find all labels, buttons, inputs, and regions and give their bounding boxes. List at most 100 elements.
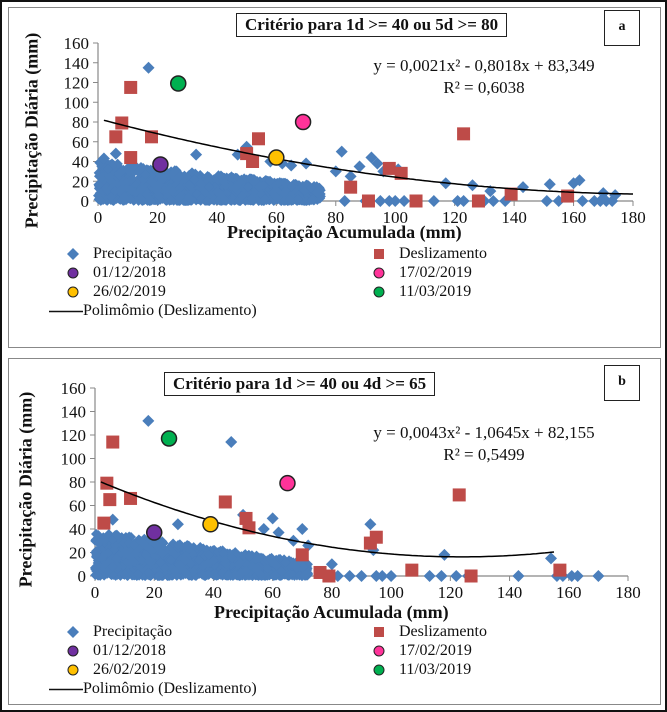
data-point-precipitacao	[280, 177, 291, 188]
data-point-precipitacao	[355, 570, 368, 582]
data-point-precipitacao	[167, 547, 178, 558]
data-point-precipitacao	[269, 570, 280, 581]
y-tick-label: 60	[69, 497, 86, 516]
data-point-precipitacao	[573, 174, 586, 187]
square-marker-icon	[374, 249, 384, 259]
circle-marker-icon	[373, 664, 385, 676]
data-point-precipitacao	[343, 570, 356, 582]
data-point-precipitacao	[220, 554, 231, 565]
data-point-26-02-2019	[268, 149, 285, 166]
trendline-polinomio	[100, 481, 555, 558]
data-point-precipitacao	[111, 553, 122, 564]
data-point-precipitacao	[325, 558, 338, 571]
data-point-precipitacao	[294, 570, 305, 581]
data-point-precipitacao	[203, 175, 214, 186]
data-point-01-12-2018	[152, 156, 169, 173]
y-tick-label: 140	[61, 403, 87, 422]
data-point-precipitacao	[130, 548, 141, 559]
circle-marker-icon	[67, 645, 79, 657]
data-point-precipitacao	[286, 556, 297, 567]
data-point-precipitacao	[180, 555, 191, 566]
data-point-precipitacao	[389, 195, 402, 207]
data-point-precipitacao	[543, 178, 556, 191]
chart-b-equation: y = 0,0043x² - 1,0645x + 82,155	[373, 423, 595, 442]
data-point-precipitacao	[142, 414, 155, 427]
data-point-precipitacao	[135, 162, 146, 173]
data-point-deslizamento	[322, 569, 336, 583]
data-point-precipitacao	[223, 570, 234, 581]
x-tick-label: 40	[205, 583, 222, 602]
x-tick-label: 0	[94, 208, 103, 227]
y-tick-label: 160	[64, 34, 90, 53]
data-point-precipitacao	[129, 179, 140, 190]
data-point-precipitacao	[376, 570, 389, 582]
data-point-precipitacao	[99, 534, 110, 545]
circle-marker-icon	[373, 267, 385, 279]
data-point-precipitacao	[540, 195, 553, 207]
data-point-precipitacao	[276, 566, 287, 577]
data-point-precipitacao	[129, 193, 140, 204]
legend-label: Deslizamento	[399, 245, 487, 262]
data-point-precipitacao	[236, 190, 247, 201]
data-point-precipitacao	[153, 542, 164, 553]
data-point-precipitacao	[97, 152, 110, 165]
data-point-precipitacao	[103, 163, 114, 174]
data-point-precipitacao	[135, 184, 146, 195]
data-point-precipitacao	[266, 512, 279, 525]
chart-a-equation: y = 0,0021x² - 0,8018x + 83,349	[373, 56, 595, 75]
data-point-deslizamento	[471, 194, 485, 208]
x-tick-label: 140	[497, 583, 523, 602]
x-tick-label: 40	[208, 208, 225, 227]
data-point-precipitacao	[353, 160, 366, 173]
data-point-precipitacao	[219, 194, 230, 205]
data-point-precipitacao	[134, 166, 145, 177]
data-point-deslizamento	[252, 132, 265, 146]
data-point-precipitacao	[169, 566, 180, 577]
data-point-precipitacao	[264, 175, 275, 186]
data-point-precipitacao	[174, 172, 185, 183]
data-point-precipitacao	[238, 550, 249, 561]
legend-label: 26/02/2019	[93, 661, 166, 678]
x-tick-label: 120	[442, 208, 468, 227]
legend-label: 01/12/2018	[93, 264, 166, 281]
data-point-17-02-2019	[279, 474, 296, 492]
data-point-precipitacao	[173, 540, 184, 551]
data-point-precipitacao	[103, 529, 114, 540]
legend-label: 17/02/2019	[399, 642, 472, 659]
data-point-precipitacao	[126, 185, 137, 196]
data-point-precipitacao	[364, 518, 377, 531]
data-point-precipitacao	[188, 567, 199, 578]
y-tick-label: 100	[64, 93, 90, 112]
data-point-precipitacao	[91, 561, 102, 572]
data-point-precipitacao	[571, 570, 584, 582]
data-point-precipitacao	[109, 147, 122, 160]
data-point-precipitacao	[299, 570, 310, 581]
trendline-polinomio	[103, 119, 633, 195]
data-point-deslizamento	[124, 151, 138, 165]
data-point-deslizamento	[109, 130, 123, 144]
data-point-precipitacao	[257, 523, 270, 535]
chart-b-r2: R² = 0,5499	[443, 445, 525, 464]
x-tick-label: 80	[323, 583, 340, 602]
data-point-precipitacao	[255, 181, 266, 192]
data-point-precipitacao	[115, 167, 126, 178]
data-point-precipitacao	[235, 568, 246, 579]
data-point-17-02-2019	[294, 113, 312, 131]
data-point-precipitacao	[291, 562, 302, 573]
data-point-precipitacao	[286, 181, 297, 192]
data-point-precipitacao	[177, 558, 188, 569]
data-point-precipitacao	[185, 180, 196, 191]
legend-label: 01/12/2018	[93, 642, 166, 659]
data-point-precipitacao	[156, 172, 167, 183]
series-precipita-o	[90, 414, 605, 582]
data-point-precipitacao	[165, 555, 176, 566]
y-tick-label: 20	[69, 544, 86, 563]
data-point-precipitacao	[284, 194, 295, 205]
square-marker-icon	[374, 627, 384, 637]
data-point-precipitacao	[344, 170, 357, 183]
data-point-precipitacao	[139, 539, 150, 550]
data-point-precipitacao	[208, 555, 219, 566]
data-point-deslizamento	[457, 127, 471, 141]
data-point-precipitacao	[231, 181, 242, 192]
data-point-precipitacao	[427, 195, 440, 207]
